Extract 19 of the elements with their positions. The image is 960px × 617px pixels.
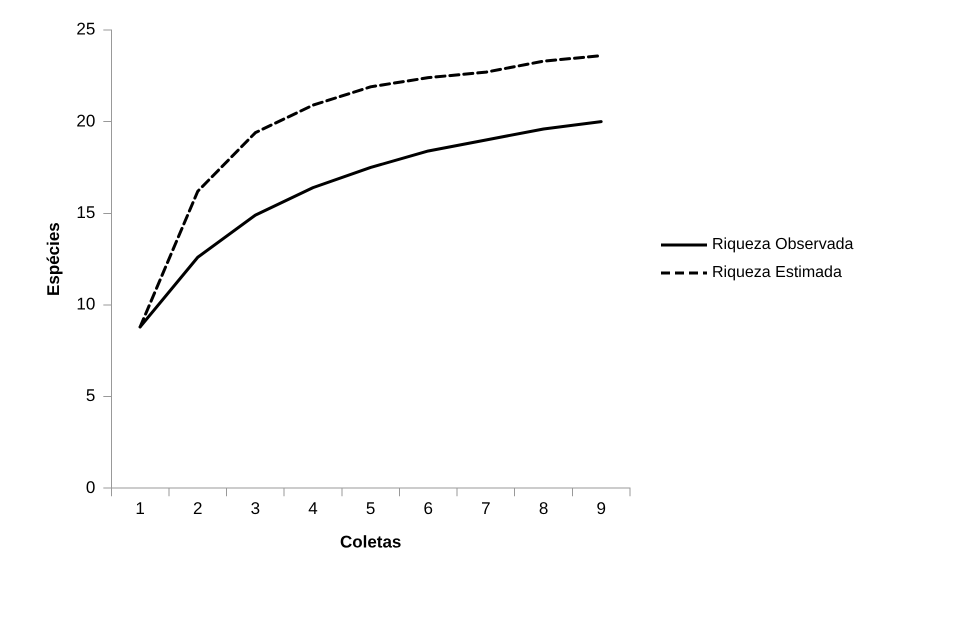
x-tick-label: 3 — [250, 499, 260, 518]
y-tick-label: 5 — [86, 386, 96, 406]
x-tick-label: 5 — [366, 499, 376, 518]
x-tick-label: 8 — [538, 499, 548, 518]
y-tick-label: 20 — [76, 111, 96, 130]
y-tick-label: 10 — [76, 294, 96, 314]
y-axis-title: Espécies — [44, 222, 63, 296]
x-axis-title: Coletas — [340, 532, 402, 552]
x-tick-label: 9 — [596, 499, 606, 518]
y-tick-label: 0 — [86, 478, 96, 497]
x-tick-label: 2 — [193, 499, 202, 518]
x-tick-label: 1 — [135, 499, 145, 518]
y-tick-label: 15 — [76, 202, 96, 222]
x-tick-label: 6 — [424, 499, 434, 518]
x-tick-label: 7 — [481, 499, 491, 518]
x-tick-label: 4 — [308, 499, 318, 518]
y-tick-label: 25 — [76, 20, 96, 39]
legend-label: Riqueza Observada — [712, 236, 854, 254]
legend-label: Riqueza Estimada — [712, 264, 842, 282]
